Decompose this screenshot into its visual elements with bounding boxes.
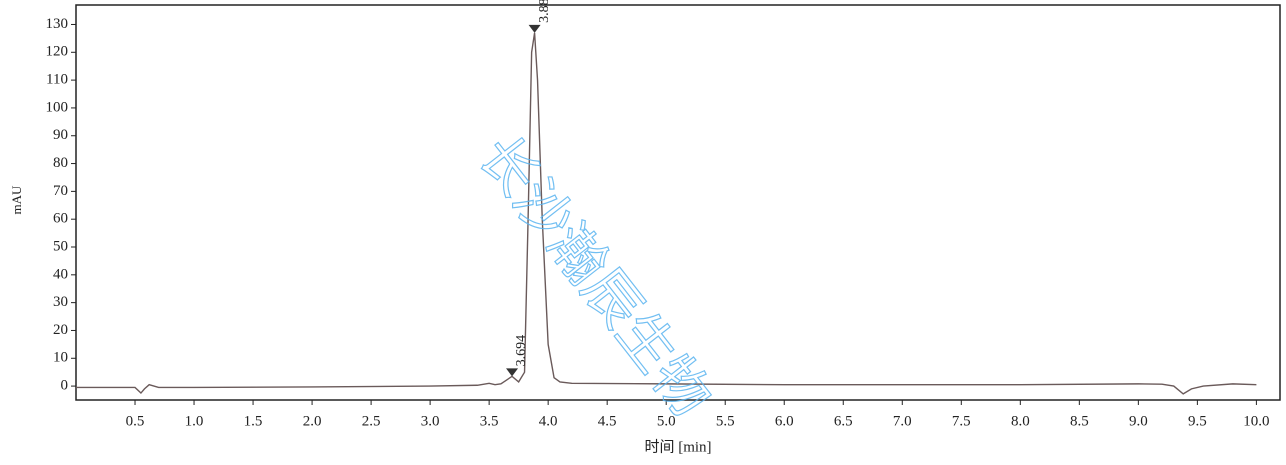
- x-tick-label: 9.0: [1129, 413, 1148, 429]
- x-tick-label: 0.5: [126, 413, 145, 429]
- y-tick-label: 110: [46, 72, 68, 88]
- x-tick-label: 4.5: [598, 413, 617, 429]
- x-tick-label: 6.0: [775, 413, 794, 429]
- x-tick-label: 7.5: [952, 413, 971, 429]
- y-tick-label: 90: [53, 127, 68, 143]
- peak-marker: [528, 24, 541, 33]
- x-tick-label: 1.5: [244, 413, 263, 429]
- x-tick-label: 2.0: [303, 413, 322, 429]
- peak-label: 3.885: [537, 0, 552, 23]
- x-tick-label: 7.0: [893, 413, 912, 429]
- x-tick-label: 3.0: [421, 413, 440, 429]
- x-tick-label: 3.5: [480, 413, 499, 429]
- x-tick-label: 6.5: [834, 413, 853, 429]
- x-tick-label: 5.5: [716, 413, 735, 429]
- plot-frame: [75, 4, 1281, 401]
- y-tick-label: 20: [53, 322, 68, 338]
- x-axis-label: 时间 [min]: [644, 438, 711, 455]
- x-tick-label: 1.0: [185, 413, 204, 429]
- y-tick-label: 40: [53, 266, 68, 282]
- y-tick-label: 120: [46, 44, 69, 60]
- chromatogram-line: [76, 32, 1257, 395]
- y-tick-label: 60: [53, 211, 68, 227]
- y-tick-label: 100: [46, 99, 69, 115]
- x-tick-label: 5.0: [657, 413, 676, 429]
- peak-label: 3.694: [514, 335, 529, 367]
- x-tick-label: 10.0: [1243, 413, 1269, 429]
- x-tick-label: 8.0: [1011, 413, 1030, 429]
- x-tick-label: 8.5: [1070, 413, 1089, 429]
- x-tick-label: 2.5: [362, 413, 381, 429]
- x-tick-label: 4.0: [539, 413, 558, 429]
- y-tick-label: 0: [61, 378, 69, 394]
- peak-marker: [506, 368, 519, 377]
- y-tick-label: 10: [53, 350, 68, 366]
- y-tick-label: 80: [53, 155, 68, 171]
- y-tick-label: 70: [53, 183, 68, 199]
- y-tick-label: 130: [46, 16, 69, 32]
- y-tick-label: 50: [53, 238, 68, 254]
- x-tick-label: 9.5: [1188, 413, 1207, 429]
- y-axis-label: mAU: [9, 185, 24, 215]
- y-tick-label: 30: [53, 294, 68, 310]
